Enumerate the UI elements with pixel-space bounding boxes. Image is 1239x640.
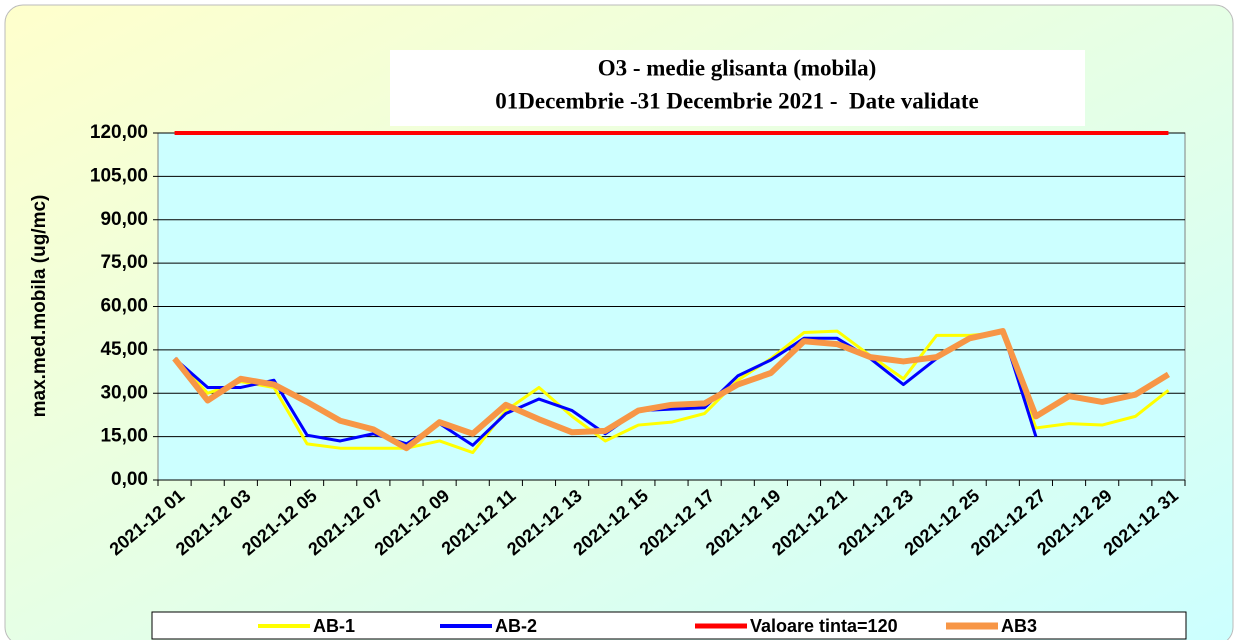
y-tick-label: 120,00	[90, 122, 148, 143]
y-tick-label: 60,00	[100, 296, 148, 317]
y-axis-label: max.med.mobila (ug/mc)	[29, 195, 50, 418]
y-tick-label: 45,00	[100, 339, 148, 360]
legend-label: Valoare tinta=120	[750, 616, 898, 636]
legend-label: AB-1	[313, 616, 355, 636]
y-tick-label: 105,00	[90, 165, 148, 186]
legend	[151, 611, 1187, 640]
series-line	[172, 328, 1171, 452]
legend-label: AB3	[1001, 616, 1037, 636]
y-tick-label: 0,00	[111, 469, 148, 490]
legend-label: AB-2	[495, 616, 537, 636]
y-tick-label: 90,00	[100, 209, 148, 230]
title-box	[390, 50, 1085, 126]
chart-title: O3 - medie glisanta (mobila)	[598, 55, 877, 80]
y-tick-label: 75,00	[100, 252, 148, 273]
chart-subtitle: 01Decembrie -31 Decembrie 2021 - Date va…	[495, 88, 978, 113]
y-tick-label: 15,00	[100, 426, 148, 447]
y-tick-label: 30,00	[100, 382, 148, 403]
